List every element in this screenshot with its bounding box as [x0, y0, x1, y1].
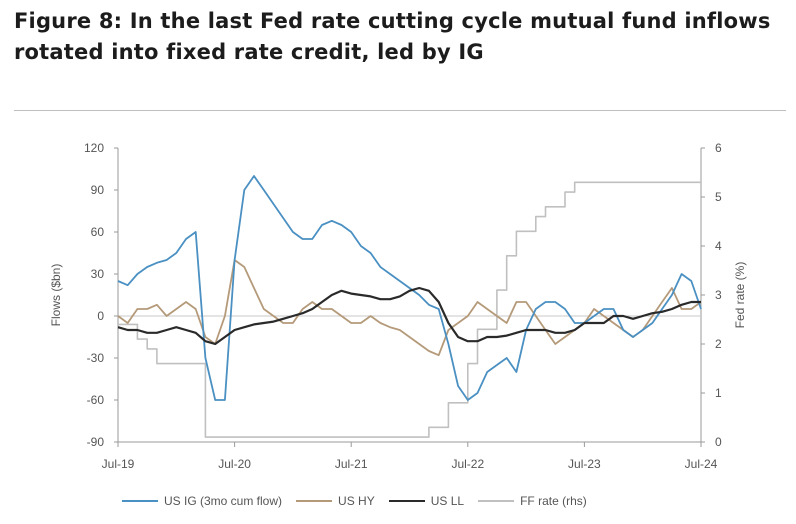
y-tick-label: -30 [87, 351, 105, 365]
y2-tick-label: 6 [715, 141, 722, 155]
x-tick-label: Jul-23 [568, 457, 601, 471]
legend-item: US LL [388, 494, 465, 508]
y2-tick-label: 0 [715, 435, 722, 449]
y2-tick-label: 3 [715, 288, 722, 302]
y2-tick-label: 1 [715, 386, 722, 400]
legend-swatch [388, 500, 425, 502]
y-tick-label: 120 [84, 141, 104, 155]
x-tick-label: Jul-24 [685, 457, 718, 471]
title-divider [14, 110, 786, 111]
x-tick-label: Jul-22 [451, 457, 484, 471]
legend-swatch [122, 500, 158, 502]
x-tick-label: Jul-19 [102, 457, 135, 471]
y2-tick-label: 5 [715, 190, 722, 204]
y-tick-label: -90 [87, 435, 105, 449]
chart-legend: US IG (3mo cum flow) US HY US LL FF rate (r… [122, 490, 587, 512]
legend-swatch [478, 500, 515, 502]
legend-item: FF rate (rhs) [478, 494, 587, 508]
legend-swatch [296, 500, 333, 502]
y2-tick-label: 2 [715, 337, 722, 351]
legend-label: US IG (3mo cum flow) [164, 494, 283, 508]
x-tick-label: Jul-20 [218, 457, 251, 471]
series-line-us-ig-3mo-cum-flow [117, 175, 702, 401]
y-tick-label: 60 [91, 225, 105, 239]
y-tick-label: -60 [87, 393, 105, 407]
series-line-us-ll [117, 286, 701, 346]
legend-label: FF rate (rhs) [520, 494, 587, 508]
x-tick-label: Jul-21 [335, 457, 368, 471]
chart-title: Figure 8: In the last Fed rate cutting c… [14, 9, 771, 64]
legend-label: US LL [430, 494, 465, 508]
series-layer [117, 175, 702, 438]
legend-item: US HY [296, 494, 375, 508]
y-tick-label: 90 [91, 183, 105, 197]
y-axis-label: Flows ($bn) [49, 264, 63, 327]
y-tick-label: 30 [91, 267, 105, 281]
legend-item: US IG (3mo cum flow) [122, 494, 282, 508]
legend-label: US HY [338, 494, 375, 508]
y2-tick-label: 4 [715, 239, 722, 253]
series-line-ff-rate-rhs [118, 181, 701, 438]
y-tick-label: 0 [97, 309, 104, 323]
y2-axis-label: Fed rate (%) [733, 262, 747, 329]
